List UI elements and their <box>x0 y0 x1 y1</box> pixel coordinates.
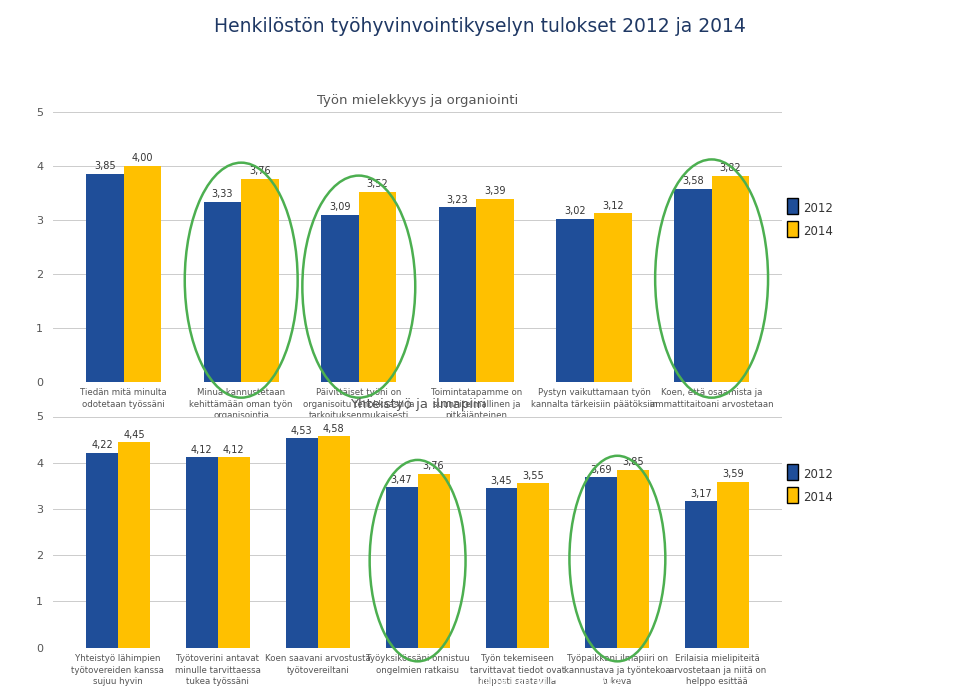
Bar <box>204 202 241 382</box>
Text: 2012: 2012 <box>804 202 833 215</box>
Text: 3,33: 3,33 <box>211 189 233 199</box>
Text: 3,85: 3,85 <box>622 457 644 468</box>
Bar <box>86 174 124 382</box>
Bar <box>286 438 318 648</box>
Bar <box>674 188 711 382</box>
Text: Järvenpään kaupunki • Tiina Palmu • 16.9.2015: Järvenpään kaupunki • Tiina Palmu • 16.9… <box>339 674 621 687</box>
Text: 2014: 2014 <box>804 491 833 504</box>
Text: 3,85: 3,85 <box>94 161 115 172</box>
Bar <box>359 192 396 382</box>
Bar <box>418 474 449 648</box>
Bar <box>118 442 150 648</box>
Bar <box>439 207 476 382</box>
Bar <box>617 470 649 648</box>
Bar <box>386 487 418 648</box>
Text: 17: 17 <box>895 674 912 687</box>
Text: 4,12: 4,12 <box>191 444 213 455</box>
Bar <box>476 199 514 382</box>
Text: 3,55: 3,55 <box>522 471 544 481</box>
Text: 3,12: 3,12 <box>602 201 624 211</box>
Text: 2014: 2014 <box>804 225 833 238</box>
Text: 4,00: 4,00 <box>132 153 154 163</box>
Bar <box>557 218 594 382</box>
Text: 3,52: 3,52 <box>367 179 389 189</box>
Bar <box>318 436 349 648</box>
Text: 3,23: 3,23 <box>446 195 468 204</box>
Text: 4,45: 4,45 <box>123 430 145 440</box>
Text: 4,12: 4,12 <box>223 444 245 455</box>
Bar <box>594 214 632 382</box>
Bar <box>186 457 218 648</box>
Text: 4,53: 4,53 <box>291 426 313 436</box>
Bar <box>486 488 517 648</box>
Text: 3,39: 3,39 <box>485 186 506 196</box>
Text: Henkilöstön työhyvinvointikyselyn tulokset 2012 ja 2014: Henkilöstön työhyvinvointikyselyn tuloks… <box>214 18 746 36</box>
Title: Yhteistyö ja ilmapiiri: Yhteistyö ja ilmapiiri <box>349 398 486 411</box>
Text: 3,76: 3,76 <box>250 166 271 176</box>
Text: 3,58: 3,58 <box>682 176 704 186</box>
Text: 2012: 2012 <box>804 468 833 481</box>
Title: Työn mielekkyys ja organiointi: Työn mielekkyys ja organiointi <box>317 94 518 106</box>
Bar <box>86 452 118 648</box>
Bar <box>517 484 549 648</box>
Bar <box>685 501 717 648</box>
Text: 3,76: 3,76 <box>422 461 444 472</box>
Bar <box>241 178 278 382</box>
Text: 3,82: 3,82 <box>720 163 741 173</box>
Text: 3,02: 3,02 <box>564 206 586 216</box>
Bar <box>322 215 359 382</box>
Bar <box>586 477 617 648</box>
Text: 3,45: 3,45 <box>491 476 513 486</box>
Text: 3,59: 3,59 <box>723 469 744 480</box>
Text: 3,09: 3,09 <box>329 202 350 212</box>
Bar <box>711 176 749 382</box>
Bar <box>717 482 749 648</box>
Text: 3,69: 3,69 <box>590 465 612 475</box>
Bar <box>218 457 250 648</box>
Bar <box>124 166 161 382</box>
Text: 4,58: 4,58 <box>323 424 345 433</box>
Text: 3,17: 3,17 <box>690 489 712 498</box>
Text: 3,47: 3,47 <box>391 475 413 485</box>
Text: 4,22: 4,22 <box>91 440 113 450</box>
